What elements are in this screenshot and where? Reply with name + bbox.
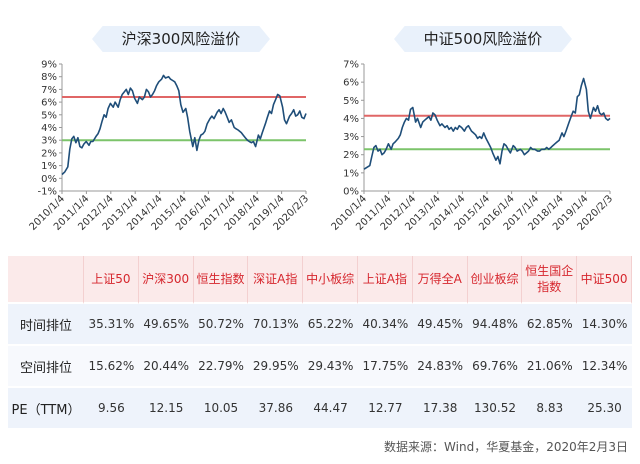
row-label: PE（TTM） (8, 388, 84, 430)
table-cell: 12.77 (357, 388, 413, 430)
table-cell: 25.30 (577, 388, 632, 430)
column-header: 恒生国企 指数 (522, 256, 578, 304)
y-tick-label: 5% (41, 110, 57, 121)
table-cell: 35.31% (84, 304, 139, 346)
y-tick-label: 6% (343, 78, 359, 89)
table-cell: 29.43% (303, 346, 358, 388)
y-tick-label: 4% (343, 114, 359, 125)
table-cell: 62.85% (522, 304, 578, 346)
table-cell: 49.65% (138, 304, 194, 346)
table-cell: 24.83% (412, 346, 468, 388)
row-label: 时间排位 (8, 304, 84, 346)
column-header: 万得全A (412, 256, 468, 304)
y-tick-label: 5% (343, 96, 359, 107)
y-tick-label: -1% (38, 187, 57, 198)
table-cell: 94.48% (467, 304, 523, 346)
table-cell: 21.06% (522, 346, 578, 388)
column-header: 上证50 (84, 256, 139, 304)
column-header: 深证A指 (248, 256, 304, 304)
table-cell: 17.38 (412, 388, 468, 430)
table-cell: 17.75% (357, 346, 413, 388)
table-cell: 49.45% (412, 304, 468, 346)
table-cell: 12.34% (577, 346, 632, 388)
y-tick-label: 6% (41, 98, 57, 109)
table-cell: 20.44% (138, 346, 194, 388)
chart-title-csi500: 中证500风险溢价 (394, 26, 572, 52)
table-corner-cell (8, 256, 84, 304)
hs300-risk-premium-chart: -1%0%1%2%3%4%5%6%7%8%9%2010/1/42011/1/42… (28, 60, 312, 233)
table-cell: 69.76% (467, 346, 523, 388)
data-source-note: 数据来源：Wind，华夏基金，2020年2月3日 (384, 440, 628, 454)
column-header: 创业板综 (467, 256, 523, 304)
valuation-ranking-table: 上证50 沪深300 恒生指数 深证A指 中小板综 上证A指 万得全A 创业板综… (8, 256, 632, 430)
y-tick-label: 4% (41, 123, 57, 134)
y-tick-label: 3% (343, 132, 359, 143)
table-cell: 70.13% (248, 304, 304, 346)
table-cell: 12.15 (138, 388, 194, 430)
column-header: 恒生指数 (193, 256, 249, 304)
column-header: 中证500 (577, 256, 632, 304)
table-cell: 29.95% (248, 346, 304, 388)
table-header-row: 上证50 沪深300 恒生指数 深证A指 中小板综 上证A指 万得全A 创业板综… (8, 256, 632, 304)
y-tick-label: 0% (41, 174, 57, 185)
table-cell: 130.52 (467, 388, 523, 430)
table-cell: 50.72% (193, 304, 249, 346)
table-cell: 9.56 (84, 388, 139, 430)
y-tick-label: 2% (41, 148, 57, 159)
table-cell: 22.79% (193, 346, 249, 388)
table-cell: 14.30% (577, 304, 632, 346)
y-tick-label: 2% (343, 150, 359, 161)
table-cell: 40.34% (357, 304, 413, 346)
y-tick-label: 0% (343, 187, 359, 198)
y-tick-label: 7% (41, 85, 57, 96)
table-row: 空间排位 15.62% 20.44% 22.79% 29.95% 29.43% … (8, 346, 632, 388)
y-tick-label: 1% (343, 168, 359, 179)
chart-title-hs300: 沪深300风险溢价 (92, 26, 270, 52)
table-row: 时间排位 35.31% 49.65% 50.72% 70.13% 65.22% … (8, 304, 632, 346)
y-tick-label: 3% (41, 136, 57, 147)
table-cell: 8.83 (522, 388, 578, 430)
column-header: 上证A指 (357, 256, 413, 304)
column-header: 沪深300 (138, 256, 194, 304)
table-cell: 10.05 (193, 388, 249, 430)
table-cell: 44.47 (303, 388, 358, 430)
risk-premium-series-line (363, 77, 611, 170)
y-tick-label: 7% (343, 60, 359, 71)
risk-premium-series-line (61, 74, 307, 176)
y-tick-label: 1% (41, 161, 57, 172)
table-cell: 65.22% (303, 304, 358, 346)
table-cell: 15.62% (84, 346, 139, 388)
column-header: 中小板综 (303, 256, 358, 304)
row-label: 空间排位 (8, 346, 84, 388)
y-tick-label: 8% (41, 72, 57, 83)
table-row: PE（TTM） 9.56 12.15 10.05 37.86 44.47 12.… (8, 388, 632, 430)
y-tick-label: 9% (41, 60, 57, 71)
csi500-risk-premium-chart: 0%1%2%3%4%5%6%7%2010/1/42011/1/42012/1/4… (330, 60, 616, 233)
table-cell: 37.86 (248, 388, 304, 430)
